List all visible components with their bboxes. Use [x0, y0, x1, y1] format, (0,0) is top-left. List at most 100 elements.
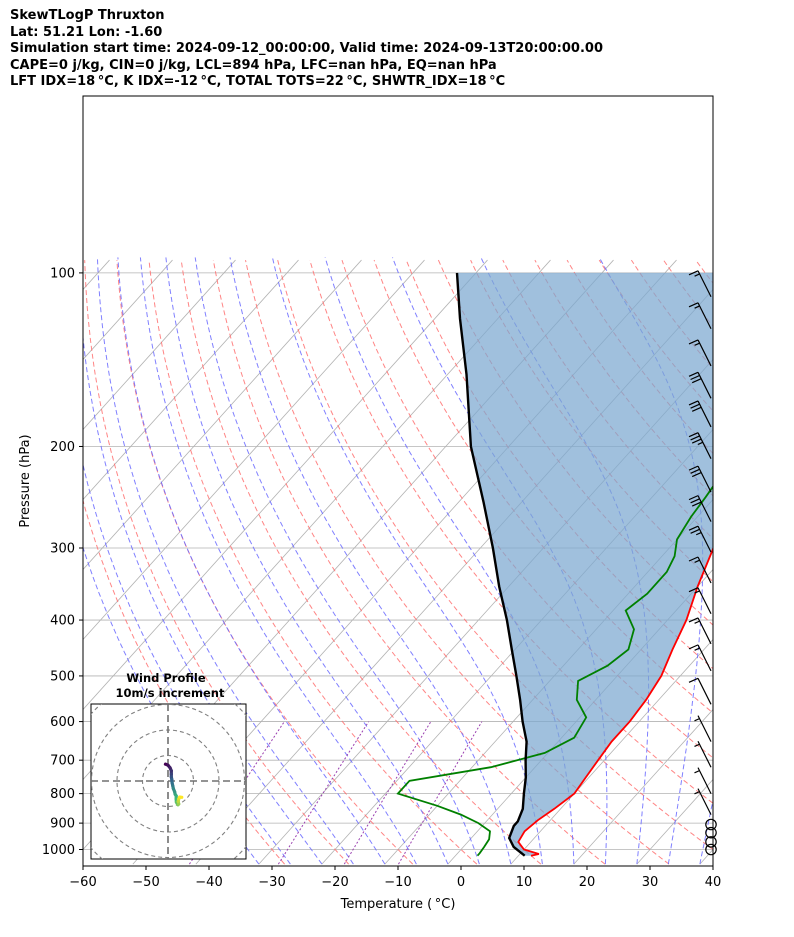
isotherm-line — [83, 259, 236, 431]
wind-barb-flag — [688, 371, 699, 377]
dry-adiabat — [760, 260, 794, 864]
wind-barb-half-flag — [695, 531, 702, 536]
dry-adiabat — [728, 260, 794, 864]
moist-adiabat — [165, 257, 449, 865]
calm-wind-circle — [705, 826, 717, 839]
wind-barb-flag — [688, 432, 699, 438]
wind-barb — [688, 556, 712, 584]
mixing-ratio-line — [277, 721, 370, 865]
wind-barb-half-flag — [694, 273, 700, 277]
wind-barb-flag — [691, 471, 702, 478]
moist-adiabat — [194, 257, 480, 865]
x-tick-label: 30 — [642, 875, 659, 890]
profile-curves — [396, 272, 713, 857]
x-tick-label: −50 — [132, 875, 159, 890]
wind-barb-shaft — [697, 339, 712, 367]
wind-barb-flag — [688, 556, 699, 562]
wind-barb-flag — [690, 403, 700, 409]
wind-barb — [688, 371, 712, 399]
wind-barb — [694, 767, 712, 794]
wind-barb-shaft — [697, 302, 712, 330]
cape-shading — [457, 272, 713, 856]
moist-adiabat — [117, 257, 386, 865]
isotherm-line — [510, 638, 713, 865]
hodograph-plot — [91, 704, 246, 859]
wind-barb-flag — [688, 525, 699, 531]
isotherm-line — [573, 708, 713, 865]
y-tick-label: 300 — [50, 542, 75, 557]
wind-barb — [694, 740, 712, 768]
dry-adiabat — [212, 260, 606, 865]
wind-barb-shaft — [697, 617, 712, 645]
wind-barb-half-flag — [694, 770, 700, 774]
wind-barb-half-flag — [697, 441, 704, 446]
y-tick-label: 500 — [50, 669, 75, 684]
wind-barb — [688, 302, 712, 330]
y-tick-label: 700 — [50, 754, 75, 769]
moist-adiabat — [598, 257, 704, 865]
wind-barb-flag — [688, 400, 699, 406]
x-axis-label: Temperature ( °C) — [340, 897, 456, 912]
wind-barb-half-flag — [694, 590, 700, 594]
cape-area — [457, 272, 713, 856]
wind-barb-shaft — [697, 740, 712, 768]
wind-barb-flag — [690, 498, 700, 504]
time-line: Simulation start time: 2024-09-12_00:00:… — [10, 41, 603, 56]
wind-barb-shaft — [697, 678, 712, 705]
moist-adiabat — [699, 797, 713, 865]
wind-barb-half-flag — [694, 305, 700, 309]
axes: −60 −50 −40 −30 −20 −10 0 10 20 30 40 100 200 300 400 5… — [42, 266, 721, 890]
wind-barb-flag — [688, 587, 699, 593]
wind-barb-shaft — [697, 644, 712, 672]
wind-barb-half-flag — [694, 620, 700, 624]
wind-barb-shaft — [697, 767, 712, 794]
moist-adiabat — [271, 257, 543, 865]
x-tick-label: −10 — [384, 875, 411, 890]
chart-title: SkewTLogP Thruxton — [10, 8, 165, 23]
wind-barb-shaft — [697, 788, 712, 815]
wind-barb-shaft — [697, 465, 712, 493]
wind-barb-half-flag — [694, 342, 700, 346]
wind-barb-flag — [688, 495, 699, 501]
wind-barb-flag — [688, 465, 699, 471]
wind-barb — [688, 644, 712, 672]
wind-barb — [688, 525, 712, 553]
wind-barb-half-flag — [694, 743, 700, 747]
wind-barb-shaft — [697, 587, 712, 614]
indices-line-1: CAPE=0 j/kg, CIN=0 j/kg, LCL=894 hPa, LF… — [10, 57, 497, 73]
x-tick-label: 40 — [705, 875, 722, 890]
wind-barb-flag — [691, 406, 702, 412]
mixing-ratio-line — [343, 721, 432, 865]
x-tick-label: 10 — [516, 875, 533, 890]
wind-barb-flag — [690, 528, 700, 534]
wind-barb-half-flag — [694, 647, 700, 651]
x-tick-label: −20 — [321, 875, 348, 890]
y-tick-label: 200 — [50, 440, 75, 455]
calm-wind-circle — [705, 818, 717, 831]
wind-barb — [688, 495, 712, 522]
wind-barbs — [688, 270, 717, 856]
wind-barb — [688, 432, 712, 459]
wind-barb — [688, 339, 712, 367]
wind-barb-half-flag — [694, 559, 700, 563]
y-tick-label: 900 — [50, 817, 75, 832]
y-tick-label: 800 — [50, 787, 75, 802]
dewpoint-line — [396, 485, 713, 857]
wind-barb-flag — [688, 339, 699, 345]
hodograph-inset: Wind Profile 10m/s increment — [90, 671, 247, 860]
isotherm-line — [0, 260, 47, 864]
wind-barb — [688, 270, 712, 298]
mixing-ratio-line — [398, 721, 483, 865]
wind-barb — [688, 587, 712, 614]
wind-barb-shaft — [697, 432, 712, 459]
x-tick-label: −60 — [69, 875, 96, 890]
wind-barb-flag — [691, 378, 702, 384]
hodograph-title: Wind Profile — [126, 671, 206, 685]
dry-adiabat — [148, 260, 478, 865]
wind-barb-shaft — [697, 270, 712, 298]
y-tick-label: 1000 — [42, 843, 75, 858]
wind-barb-flag — [691, 501, 702, 507]
wind-barb-flag — [691, 438, 702, 444]
wind-barb-shaft — [697, 495, 712, 522]
